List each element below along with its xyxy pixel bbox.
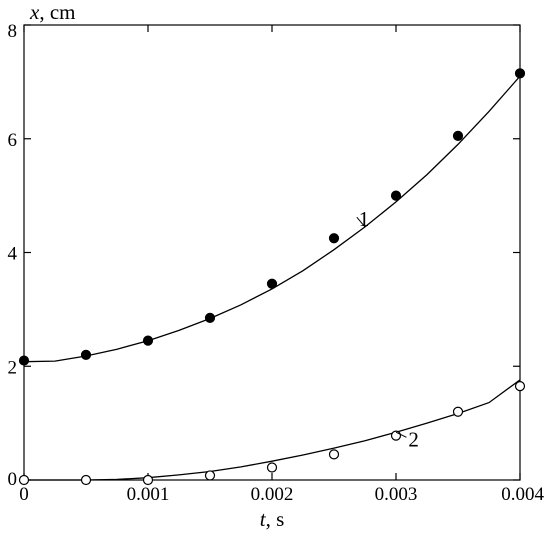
x-tick-label: 0 [19, 484, 29, 505]
data-point-series-2 [18, 474, 30, 486]
data-point-series-2 [142, 474, 154, 486]
data-point-series-1 [18, 355, 30, 366]
x-tick-label: 0.002 [251, 484, 294, 505]
data-point-series-2 [452, 406, 464, 417]
data-point-series-1 [328, 233, 340, 244]
x-tick-label: 0.003 [375, 484, 418, 505]
fit-curve-series-1 [23, 75, 521, 363]
annotation-leader-2 [395, 431, 407, 438]
x-axis-label: t, s [260, 507, 285, 531]
curve-label-1: 1 [359, 207, 370, 231]
data-point-series-1 [266, 278, 278, 289]
x-axis-unit: , s [266, 507, 285, 531]
curve-annotations: 12 [356, 207, 419, 451]
data-point-series-2 [328, 449, 340, 460]
axis-tick-labels: 0 0.001 0.002 0.003 0.004 0 2 4 6 8 [8, 21, 545, 505]
y-tick-label: 6 [8, 130, 18, 151]
fit-curves [23, 75, 521, 481]
x-tick-label: 0.004 [501, 484, 544, 505]
data-point-series-1 [142, 335, 154, 346]
data-point-series-1 [390, 190, 402, 201]
data-point-series-1 [80, 349, 92, 360]
data-point-series-1 [514, 68, 526, 79]
data-point-series-2 [514, 381, 526, 392]
plot-frame [23, 24, 521, 481]
y-tick-label: 2 [8, 357, 18, 378]
x-axis-variable: t [260, 507, 267, 531]
y-axis-variable: x [29, 0, 40, 24]
y-tick-label: 4 [8, 244, 18, 265]
curve-label-2: 2 [408, 427, 419, 451]
fit-curve-series-2 [24, 379, 521, 481]
y-axis-label: x, cm [29, 0, 75, 24]
data-point-series-2 [204, 470, 216, 481]
y-tick-label: 8 [8, 21, 18, 42]
annotation-leader-1 [356, 216, 366, 228]
y-tick-label: 0 [8, 469, 18, 490]
data-point-series-1 [452, 130, 464, 142]
axis-ticks [23, 24, 521, 481]
data-point-series-1 [204, 312, 216, 324]
x-tick-label: 0.001 [127, 484, 170, 505]
data-points [18, 68, 526, 486]
y-axis-unit: , cm [39, 0, 75, 24]
data-point-series-2 [266, 462, 278, 473]
data-point-series-2 [80, 474, 92, 486]
